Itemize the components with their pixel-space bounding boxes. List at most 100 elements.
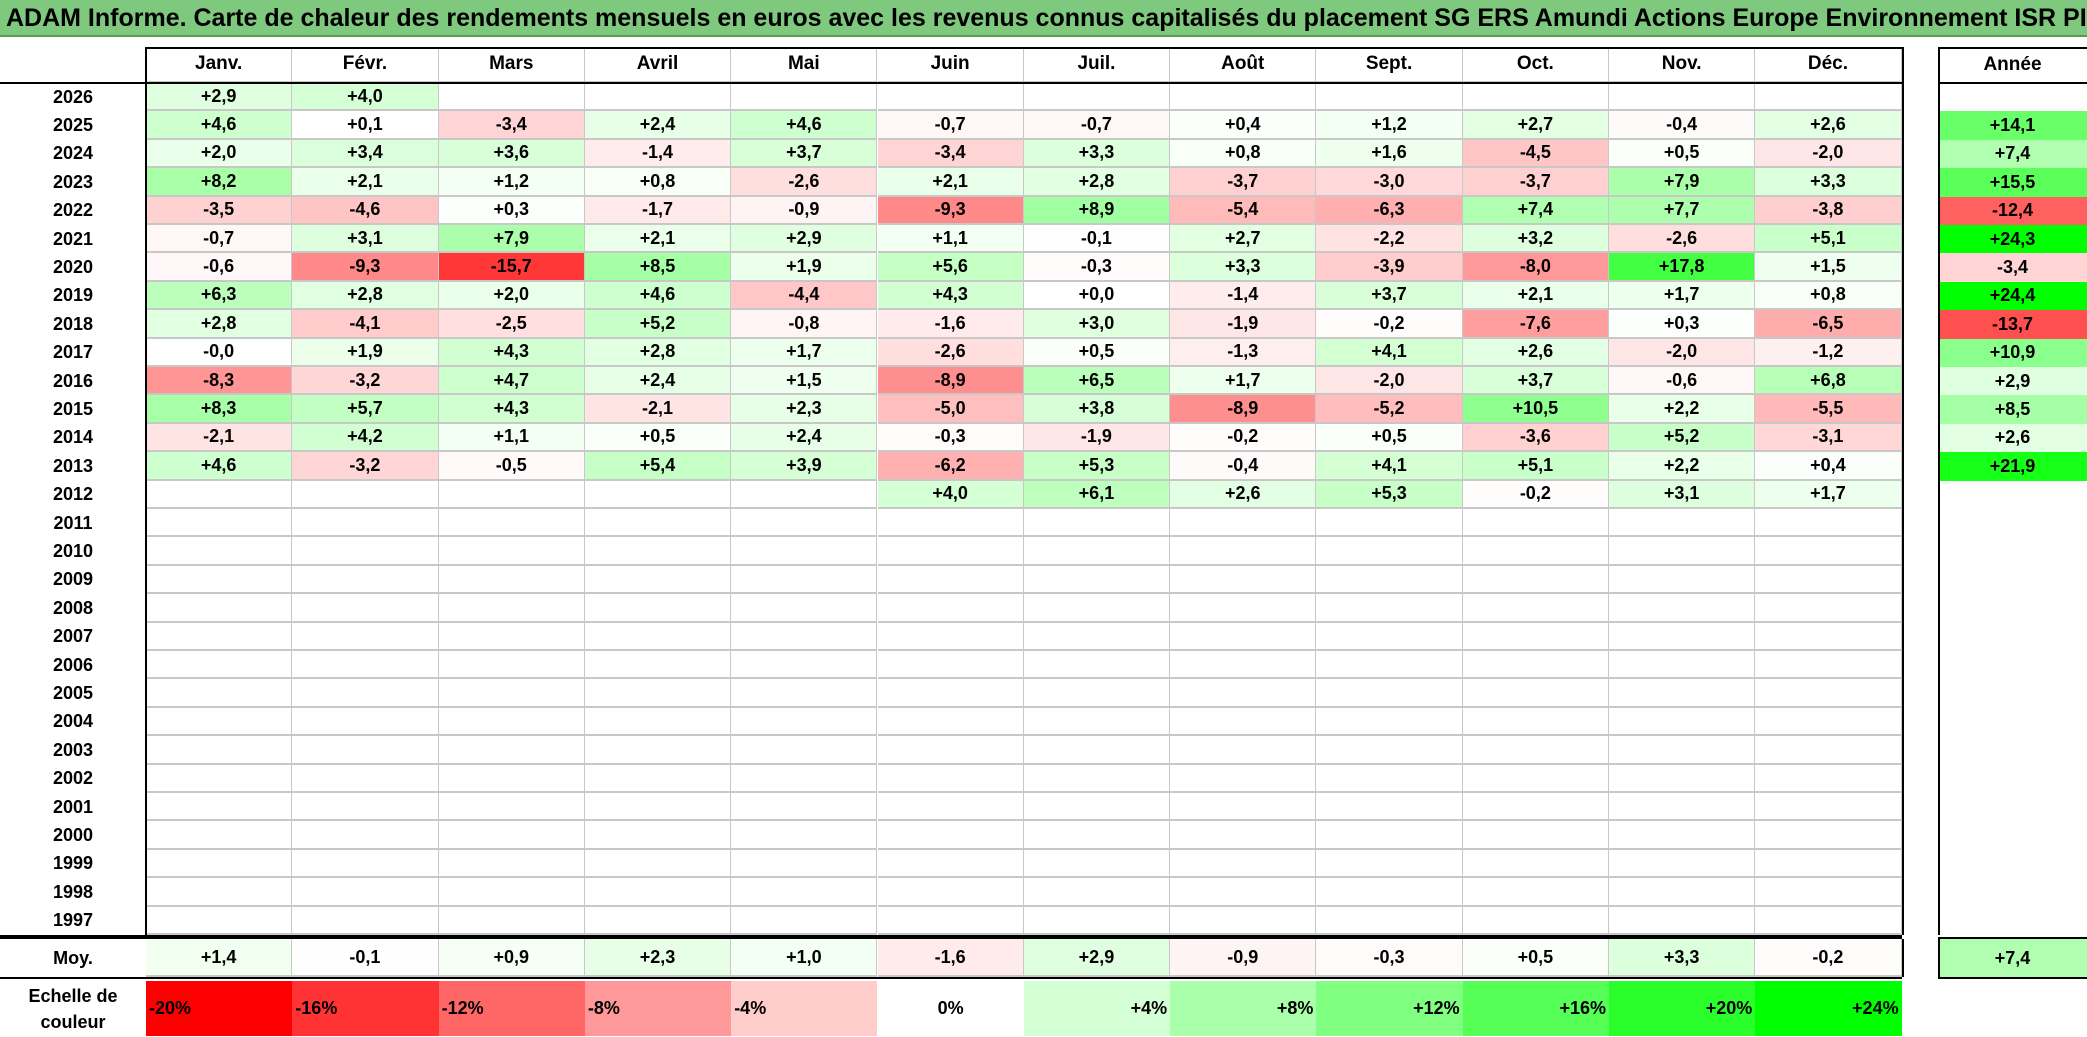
month-header: Avril	[584, 47, 732, 83]
year-label: 2011	[0, 509, 146, 538]
heatmap-cell	[438, 537, 585, 566]
heatmap-cell	[731, 651, 878, 680]
year-label: 2004	[0, 707, 146, 737]
heatmap-cell: +2,4	[584, 367, 732, 396]
heatmap-cell: -7,6	[1462, 310, 1609, 339]
heatmap-cell	[731, 679, 878, 708]
annual-cell	[1938, 537, 2087, 566]
heatmap-cell	[1609, 651, 1756, 680]
heatmap-cell: -2,1	[146, 423, 293, 453]
annual-cell	[1938, 849, 2087, 879]
heatmap-cell: -5,2	[1316, 395, 1463, 424]
heatmap-cell: -2,0	[1316, 367, 1463, 396]
heatmap-cell	[292, 906, 439, 935]
grid-line	[1938, 939, 1940, 977]
heatmap-cell	[877, 83, 1024, 112]
heatmap-cell	[292, 594, 439, 623]
month-header: Nov.	[1609, 47, 1756, 83]
heatmap-cell	[877, 736, 1024, 765]
heatmap-cell: +3,3	[1023, 139, 1171, 169]
heatmap-cell: -6,5	[1755, 310, 1902, 339]
heatmap-cell: +3,8	[1023, 395, 1171, 424]
heatmap-cell	[1023, 622, 1171, 651]
heatmap-cell	[1316, 793, 1463, 822]
heatmap-cell	[731, 480, 878, 509]
heatmap-cell	[438, 821, 585, 850]
heatmap-cell	[1023, 83, 1171, 112]
year-label: 2010	[0, 537, 146, 566]
heatmap-cell	[1462, 679, 1609, 708]
annual-cell	[1938, 764, 2087, 793]
heatmap-cell	[438, 565, 585, 595]
heatmap-cell: -0,2	[1316, 310, 1463, 339]
heatmap-cell	[584, 764, 732, 793]
heatmap-cell	[292, 622, 439, 651]
heatmap-cell: +6,5	[1023, 367, 1171, 396]
heatmap-cell	[1170, 906, 1317, 935]
heatmap-cell: +5,2	[1609, 423, 1756, 453]
year-label: 2015	[0, 395, 146, 424]
heatmap-cell: +1,5	[1755, 253, 1902, 282]
color-scale-swatch: +20%	[1609, 981, 1756, 1036]
heatmap-cell: -5,4	[1170, 196, 1317, 225]
heatmap-cell	[1316, 736, 1463, 765]
heatmap-cell: +5,1	[1755, 225, 1902, 254]
heatmap-cell	[1316, 537, 1463, 566]
heatmap-cell: +4,1	[1316, 338, 1463, 367]
heatmap-cell	[1755, 849, 1902, 879]
heatmap-cell	[877, 849, 1024, 879]
heatmap-cell: +2,1	[584, 225, 732, 254]
heatmap-cell: +1,7	[1609, 281, 1756, 311]
heatmap-cell	[438, 793, 585, 822]
heatmap-cell: -2,6	[877, 338, 1024, 367]
heatmap-cell	[1170, 679, 1317, 708]
heatmap-cell: +1,9	[731, 253, 878, 282]
heatmap-cell: +3,3	[1170, 253, 1317, 282]
heatmap-cell: -1,4	[584, 139, 732, 169]
heatmap-cell	[731, 594, 878, 623]
year-label: 2006	[0, 651, 146, 680]
heatmap-cell: -4,6	[292, 196, 439, 225]
heatmap-cell	[292, 849, 439, 879]
heatmap-cell: -8,0	[1462, 253, 1609, 282]
annual-cell	[1938, 679, 2087, 708]
annual-cell: +2,6	[1938, 423, 2087, 453]
heatmap-cell: -6,3	[1316, 196, 1463, 225]
heatmap-cell: +3,2	[1462, 225, 1609, 254]
heatmap-cell	[1609, 83, 1756, 112]
color-scale-swatch: -20%	[146, 981, 293, 1036]
year-label: 2023	[0, 168, 146, 197]
annual-cell	[1938, 651, 2087, 680]
heatmap-cell	[1316, 849, 1463, 879]
heatmap-cell: +0,4	[1755, 452, 1902, 481]
heatmap-cell: +0,0	[1023, 281, 1171, 311]
color-scale-swatch: +8%	[1170, 981, 1317, 1036]
heatmap-cell	[584, 906, 732, 935]
heatmap-cell: -3,8	[1755, 196, 1902, 225]
year-label: 2001	[0, 793, 146, 822]
heatmap-cell	[1023, 594, 1171, 623]
heatmap-cell: +3,9	[731, 452, 878, 481]
heatmap-cell: +5,3	[1023, 452, 1171, 481]
year-label: 2009	[0, 565, 146, 595]
heatmap-cell: +0,4	[1170, 111, 1317, 140]
heatmap-cell: -3,2	[292, 367, 439, 396]
heatmap-cell	[1755, 594, 1902, 623]
heatmap-cell: -1,9	[1170, 310, 1317, 339]
heatmap-cell	[146, 651, 293, 680]
annual-cell	[1938, 906, 2087, 935]
annual-cell	[1938, 480, 2087, 509]
average-cell: -0,9	[1170, 939, 1317, 977]
heatmap-cell: +4,1	[1316, 452, 1463, 481]
average-cell: +0,9	[438, 939, 585, 977]
heatmap-cell	[1755, 821, 1902, 850]
report-title: ADAM Informe. Carte de chaleur des rende…	[0, 0, 2087, 37]
annual-cell: +8,5	[1938, 395, 2087, 424]
heatmap-cell: -1,3	[1170, 338, 1317, 367]
heatmap-cell	[1170, 821, 1317, 850]
heatmap-cell: -8,3	[146, 367, 293, 396]
average-cell: +2,3	[584, 939, 732, 977]
heatmap-cell	[877, 878, 1024, 907]
year-label: 2022	[0, 196, 146, 225]
year-label: 1997	[0, 906, 146, 935]
